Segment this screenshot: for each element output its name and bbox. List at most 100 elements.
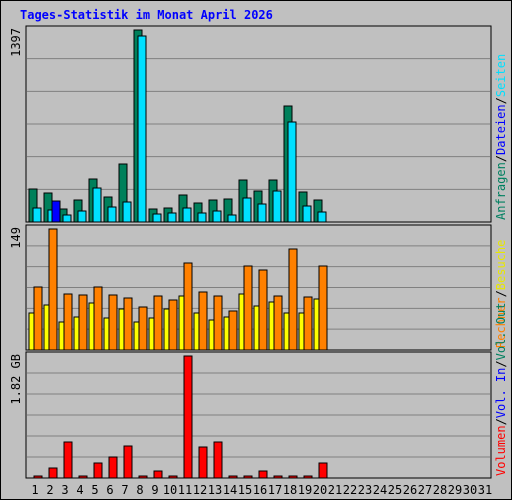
legend-middle: Rechner/Besuche	[494, 240, 508, 348]
x-tick-label-day-1: 1	[31, 483, 38, 497]
x-tick-label-day-21: 21	[328, 483, 342, 497]
bar-volumen-day-14	[228, 475, 238, 479]
bar-dateien-day-8	[137, 35, 147, 223]
bar-dateien-day-16	[257, 203, 267, 223]
x-tick-label-day-23: 23	[358, 483, 372, 497]
bar-dateien-day-4	[77, 210, 87, 223]
bar-rechner-day-8	[138, 306, 148, 351]
bar-dateien-day-20	[317, 211, 327, 223]
chart-title: Tages-Statistik im Monat April 2026	[20, 8, 273, 22]
bar-volumen-day-10	[168, 475, 178, 479]
x-tick-label-day-19: 19	[298, 483, 312, 497]
legend-entry: Vol. In	[494, 368, 508, 419]
bar-rechner-day-12	[198, 291, 208, 351]
bar-dateien-day-5	[92, 187, 102, 223]
bar-volumen-day-19	[303, 475, 313, 479]
x-tick-label-day-25: 25	[388, 483, 402, 497]
bar-rechner-day-18	[288, 248, 298, 351]
bar-dateien-day-9	[152, 213, 162, 223]
bar-dateien-day-13	[212, 210, 222, 223]
bar-volumen-day-16	[258, 470, 268, 479]
bar-volumen-day-8	[138, 475, 148, 479]
x-tick-label-day-8: 8	[136, 483, 143, 497]
bar-rechner-day-3	[63, 293, 73, 351]
bar-dateien-day-19	[302, 205, 312, 223]
x-tick-label-day-11: 11	[178, 483, 192, 497]
x-tick-label-day-20: 20	[313, 483, 327, 497]
x-tick-label-day-4: 4	[76, 483, 83, 497]
bar-volumen-day-4	[78, 475, 88, 479]
y-max-label: 1.82 GB	[9, 354, 23, 405]
legend-entry: Seiten	[494, 54, 508, 97]
bar-volumen-day-13	[213, 441, 223, 479]
x-tick-label-day-18: 18	[283, 483, 297, 497]
legend-entry: Dateien	[494, 104, 508, 155]
x-tick-label-day-28: 28	[433, 483, 447, 497]
bar-dateien-day-18	[287, 121, 297, 223]
x-tick-label-day-26: 26	[403, 483, 417, 497]
y-max-label: 1397	[9, 28, 23, 57]
legend-entry: /	[494, 290, 508, 297]
bar-volumen-day-12	[198, 446, 208, 479]
bar-rechner-day-5	[93, 286, 103, 351]
bar-volumen-day-9	[153, 470, 163, 479]
bar-dateien-day-3	[62, 214, 72, 223]
bar-rechner-day-10	[168, 299, 178, 351]
bar-dateien-day-7	[122, 201, 132, 223]
legend-entry: Volumen	[494, 425, 508, 476]
bar-rechner-day-2	[48, 228, 58, 351]
x-tick-label-day-30: 30	[463, 483, 477, 497]
legend-top: Anfragen/Dateien/Seiten	[494, 54, 508, 220]
bar-rechner-day-19	[303, 296, 313, 351]
bar-rechner-day-4	[78, 294, 88, 351]
legend-entry: Rechner	[494, 297, 508, 348]
legend-entry: /	[494, 360, 508, 367]
bar-volumen-day-17	[273, 475, 283, 479]
x-tick-label-day-7: 7	[121, 483, 128, 497]
bar-dateien-day-15	[242, 197, 252, 223]
bar-rechner-day-6	[108, 294, 118, 351]
bar-rechner-day-14	[228, 310, 238, 351]
legend-entry: Anfragen	[494, 162, 508, 220]
bar-volumen-day-20	[318, 462, 328, 479]
bar-dateien-day-10	[167, 212, 177, 223]
legend-bottom: Volumen/Vol. In/Vol. Out	[494, 303, 508, 476]
bar-rechner-day-11	[183, 262, 193, 351]
bar-dateien-day-6	[107, 206, 117, 223]
x-tick-label-day-14: 14	[223, 483, 237, 497]
bar-dateien-day-12	[197, 212, 207, 223]
bar-rechner-day-9	[153, 295, 163, 351]
x-tick-label-day-24: 24	[373, 483, 387, 497]
bar-dateien-day-1	[32, 207, 42, 223]
x-tick-label-day-17: 17	[268, 483, 282, 497]
bar-dateien-day-11	[182, 207, 192, 223]
bar-volumen-day-11	[183, 355, 193, 479]
x-tick-label-day-3: 3	[61, 483, 68, 497]
bar-volumen-day-6	[108, 456, 118, 479]
bar-volumen-day-3	[63, 441, 73, 479]
bar-seiten-day-2	[51, 200, 61, 223]
legend-entry: Besuche	[494, 240, 508, 291]
y-max-label: 149	[9, 227, 23, 249]
x-tick-label-day-16: 16	[253, 483, 267, 497]
bar-rechner-day-16	[258, 269, 268, 351]
legend-entry: /	[494, 97, 508, 104]
x-tick-label-day-9: 9	[151, 483, 158, 497]
bar-volumen-day-5	[93, 462, 103, 479]
x-tick-label-day-13: 13	[208, 483, 222, 497]
legend-entry: /	[494, 155, 508, 162]
bar-dateien-day-17	[272, 190, 282, 223]
bar-rechner-day-17	[273, 295, 283, 351]
x-tick-label-day-5: 5	[91, 483, 98, 497]
bar-dateien-day-14	[227, 214, 237, 223]
bar-rechner-day-1	[33, 286, 43, 351]
bar-rechner-day-20	[318, 265, 328, 351]
bar-volumen-day-7	[123, 445, 133, 479]
bar-volumen-day-1	[33, 475, 43, 479]
x-tick-label-day-31: 31	[478, 483, 492, 497]
x-tick-label-day-29: 29	[448, 483, 462, 497]
bar-volumen-day-2	[48, 467, 58, 479]
legend-entry: /	[494, 418, 508, 425]
